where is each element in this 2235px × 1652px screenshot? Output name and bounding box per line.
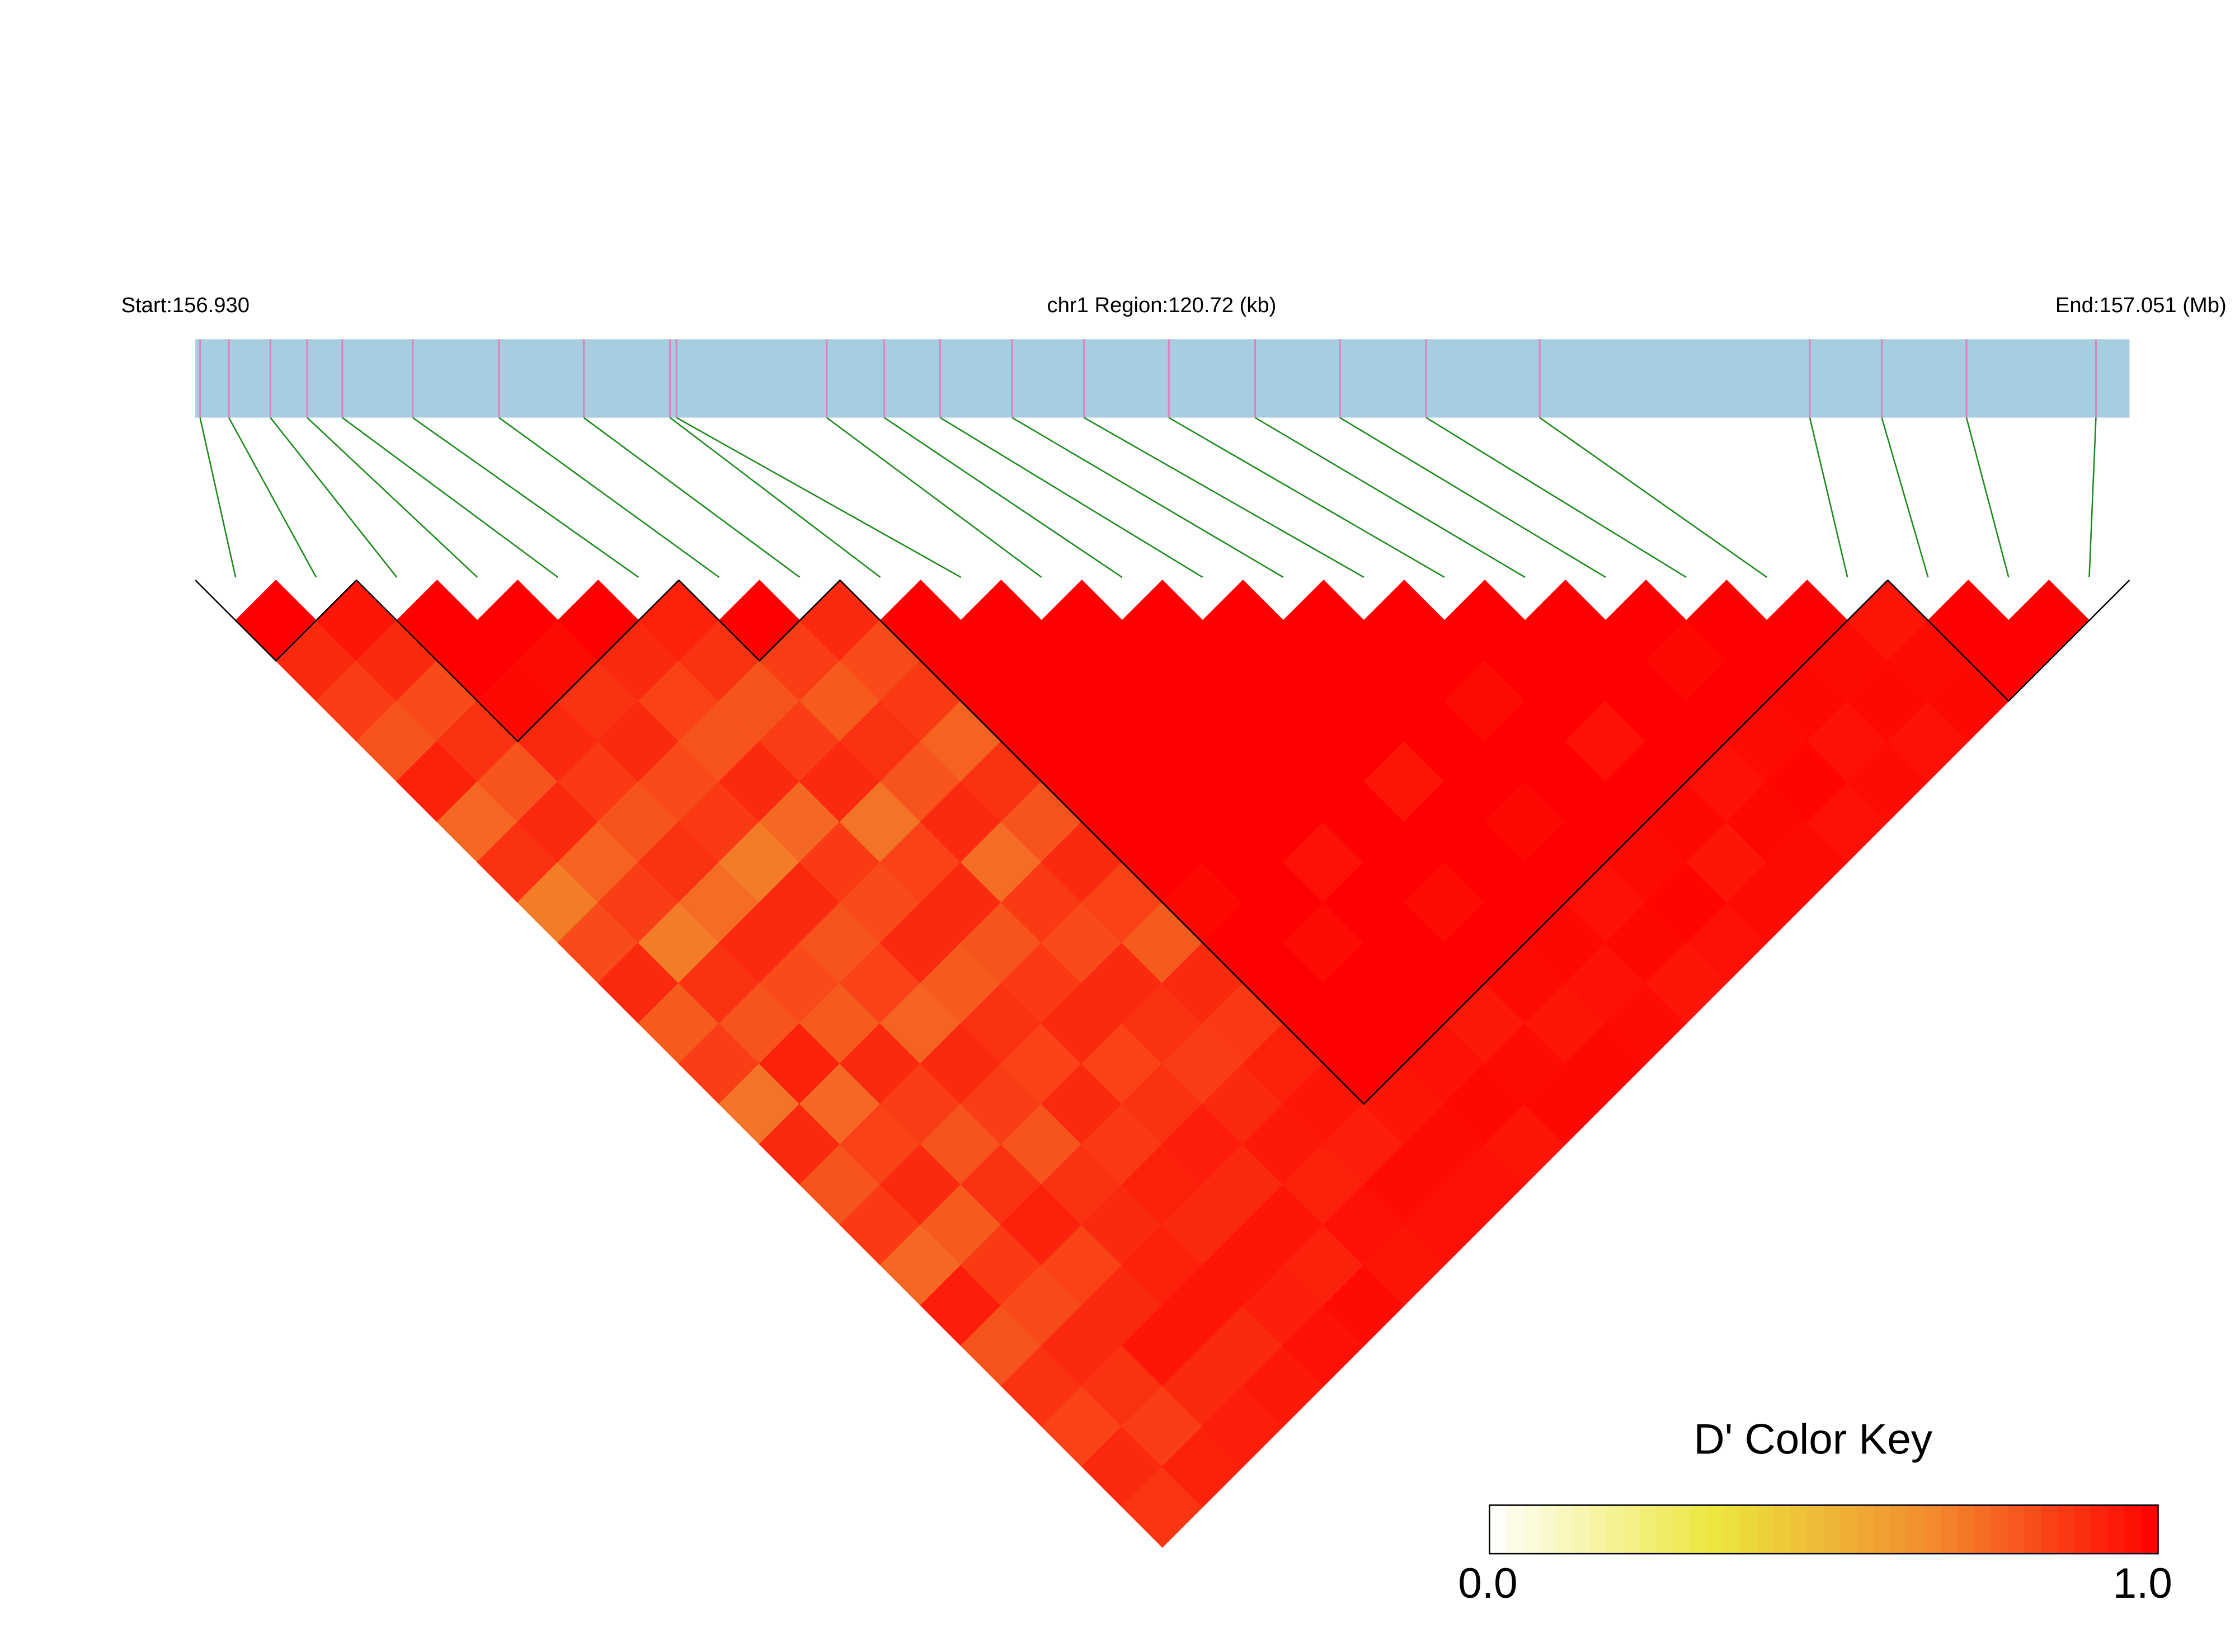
key-swatch <box>1690 1505 1708 1554</box>
key-swatch <box>1773 1505 1791 1554</box>
region-bar <box>195 339 2130 418</box>
end-label: End:157.051 (Mb) <box>2055 293 2227 317</box>
key-swatch <box>1740 1505 1758 1554</box>
key-swatch <box>1523 1505 1541 1554</box>
key-swatch <box>2058 1505 2076 1554</box>
chart-title: chr1 Region:120.72 (kb) <box>1047 293 1277 317</box>
key-swatch <box>1840 1505 1858 1554</box>
key-swatch <box>1890 1505 1908 1554</box>
key-swatch <box>1589 1505 1607 1554</box>
ld-block <box>356 580 680 742</box>
key-swatch <box>1657 1505 1674 1554</box>
snp-link <box>676 417 962 578</box>
ld-block <box>678 580 841 662</box>
ld-block <box>1887 580 2130 702</box>
key-swatch <box>1623 1505 1641 1554</box>
key-swatch <box>1807 1505 1825 1554</box>
snp-link <box>270 417 398 578</box>
snp-link <box>199 417 237 578</box>
key-swatch <box>1723 1505 1741 1554</box>
key-title: D' Color Key <box>1694 1416 1933 1463</box>
key-swatch <box>1606 1505 1624 1554</box>
ld-block <box>195 580 357 662</box>
key-swatch <box>1556 1505 1574 1554</box>
key-swatch <box>1673 1505 1691 1554</box>
key-swatch <box>2107 1505 2125 1554</box>
snp-link <box>1339 417 1606 578</box>
key-swatch <box>1941 1505 1959 1554</box>
snp-link <box>1881 417 1929 578</box>
snp-link <box>412 417 639 578</box>
key-swatch <box>2024 1505 2042 1554</box>
key-swatch <box>1506 1505 1524 1554</box>
key-swatch <box>1991 1505 2008 1554</box>
snp-link <box>826 417 1042 578</box>
snp-link <box>583 417 801 578</box>
key-swatch <box>1974 1505 1992 1554</box>
key-swatch <box>1857 1505 1875 1554</box>
snp-link <box>498 417 720 578</box>
key-tick-label: 0.0 <box>1458 1560 1517 1607</box>
key-swatch <box>1907 1505 1925 1554</box>
key-swatch <box>1874 1505 1891 1554</box>
snp-link <box>1425 417 1687 578</box>
key-swatch <box>1924 1505 1942 1554</box>
snp-link <box>228 417 317 578</box>
key-swatch <box>2074 1505 2092 1554</box>
snp-link <box>1168 417 1445 578</box>
snp-link <box>939 417 1203 578</box>
key-swatch <box>1706 1505 1724 1554</box>
key-swatch <box>1573 1505 1591 1554</box>
snp-link <box>669 417 881 578</box>
key-tick-label: 1.0 <box>2113 1560 2172 1607</box>
key-swatch <box>2041 1505 2059 1554</box>
snp-link <box>307 417 478 578</box>
snp-link <box>1809 417 1848 578</box>
key-swatch <box>1823 1505 1842 1554</box>
key-swatch <box>1757 1505 1775 1554</box>
snp-link <box>1084 417 1364 578</box>
snp-link <box>2088 417 2097 577</box>
key-swatch <box>2141 1505 2159 1554</box>
snp-link <box>342 417 559 578</box>
key-swatch <box>2124 1505 2142 1554</box>
key-swatch <box>1957 1505 1975 1554</box>
key-frame <box>1489 1504 2159 1555</box>
ld-block <box>839 580 1889 1105</box>
key-swatch <box>1790 1505 1808 1554</box>
key-swatch <box>1640 1505 1658 1554</box>
key-swatch <box>2091 1505 2109 1554</box>
snp-link <box>883 417 1123 578</box>
start-label: Start:156.930 <box>121 293 250 317</box>
snp-link <box>1965 417 2010 578</box>
key-swatch <box>1540 1505 1558 1554</box>
snp-link <box>1011 417 1284 578</box>
snp-link <box>1539 417 1767 578</box>
key-swatch <box>2007 1505 2025 1554</box>
key-swatch <box>1489 1505 1507 1554</box>
snp-link <box>1254 417 1526 578</box>
